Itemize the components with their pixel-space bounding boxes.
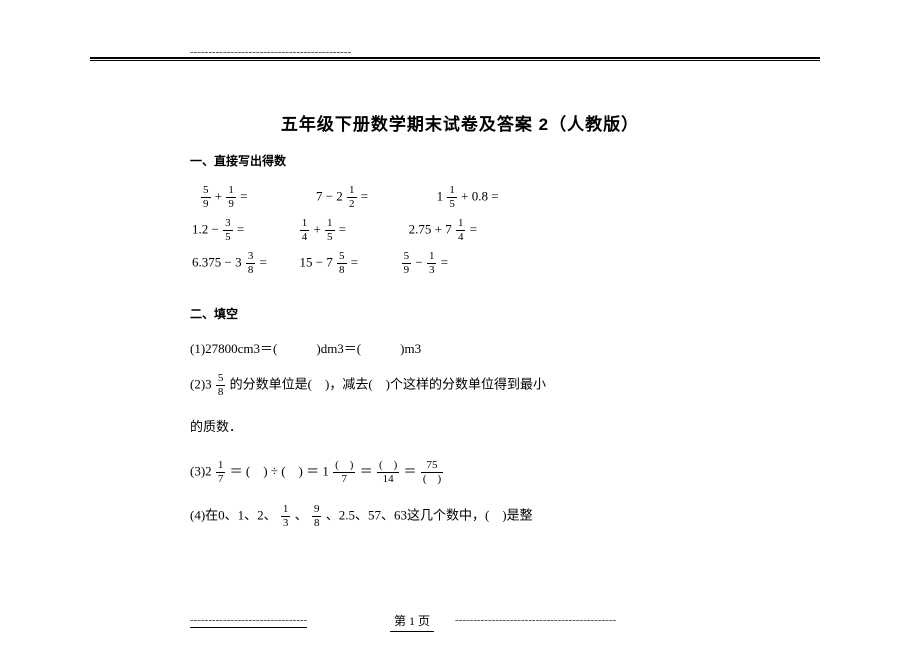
fraction: 38 [245, 251, 257, 276]
fraction: 17 [215, 460, 227, 485]
expr-3-3: 59 − 13 = [401, 251, 448, 276]
footer-dashes-left: -------------------------------- [190, 614, 307, 628]
fraction: 13 [426, 251, 438, 276]
footer-dashes-right: ----------------------------------------… [455, 614, 616, 626]
fraction: 58 [215, 373, 227, 398]
expr-2-2: 14 + 15 = [299, 218, 346, 243]
expr-3-1: 6.375 − 3 38 = [192, 251, 267, 276]
header-rule-1 [90, 57, 820, 59]
fraction: 14 [455, 218, 467, 243]
question-2-line-2: 的质数． [190, 416, 242, 435]
expr-2-1: 1.2 − 35 = [192, 218, 244, 243]
document-page: ----------------------------------------… [0, 0, 920, 651]
fraction: 75( ) [420, 460, 444, 485]
expr-1-1: 59 + 19 = [200, 185, 247, 210]
fraction: 15 [446, 185, 458, 210]
expr-1-2: 7 − 2 12 = [316, 185, 368, 210]
expr-2-3: 2.75 + 7 14 = [409, 218, 477, 243]
fraction: 13 [280, 504, 292, 529]
question-2-line-1: (2)3 58 的分数单位是( )，减去( )个这样的分数单位得到最小 [190, 373, 546, 398]
footer-page-number: 第 1 页 [390, 612, 434, 632]
calc-row-2: 1.2 − 35 = 14 + 15 = 2.75 + 7 14 = [192, 218, 477, 243]
question-4: (4)在0、1、2、 13 、 98 、2.5、57、63这几个数中，( )是整 [190, 504, 533, 529]
fraction: 19 [225, 185, 237, 210]
question-1: (1)27800cm3＝( )dm3＝( )m3 [190, 338, 421, 357]
fraction: 12 [346, 185, 358, 210]
header-rule-2 [90, 60, 820, 61]
section-1-heading: 一、直接写出得数 [190, 152, 286, 169]
fraction: 15 [324, 218, 336, 243]
section-2-heading: 二、填空 [190, 305, 238, 322]
fraction: 59 [401, 251, 413, 276]
fraction: 58 [336, 251, 348, 276]
expr-3-2: 15 − 7 58 = [299, 251, 358, 276]
fraction: 35 [222, 218, 234, 243]
fraction: ( )14 [376, 460, 400, 485]
expr-1-3: 1 15 + 0.8 = [437, 185, 499, 210]
calc-row-3: 6.375 − 3 38 = 15 − 7 58 = 59 − 13 = [192, 251, 448, 276]
fraction: 59 [200, 185, 212, 210]
fraction: ( )7 [332, 460, 356, 485]
fraction: 14 [299, 218, 311, 243]
calc-row-1: 59 + 19 = 7 − 2 12 = 1 15 + 0.8 = [200, 185, 499, 210]
question-3: (3)2 17 ＝ ( ) ÷ ( ) ＝ 1 ( )7 ＝ ( )14 ＝ 7… [190, 460, 444, 485]
fraction: 98 [311, 504, 323, 529]
document-title: 五年级下册数学期末试卷及答案 2（人教版） [0, 110, 920, 135]
